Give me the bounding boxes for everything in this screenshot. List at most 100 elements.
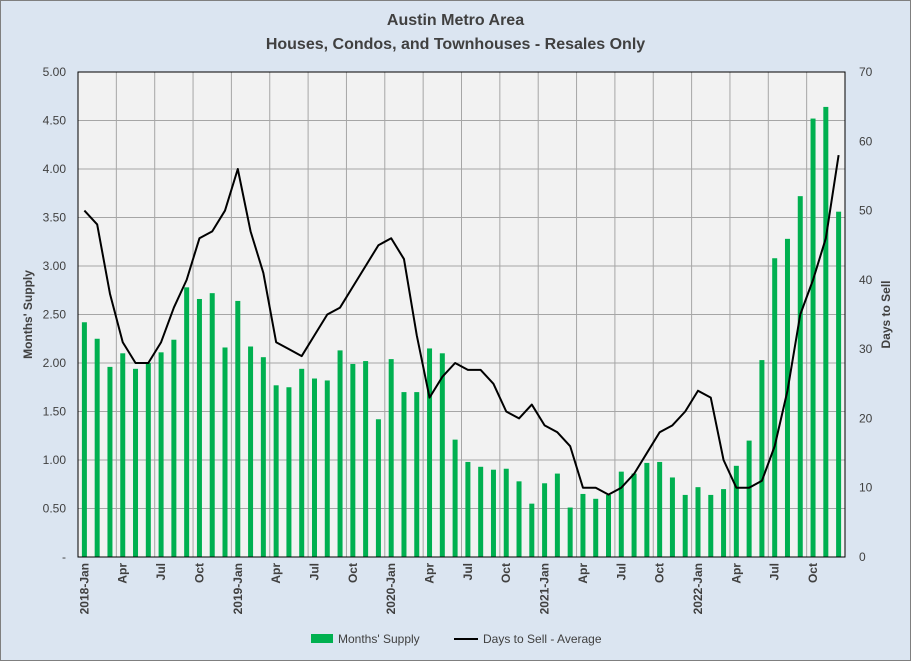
legend-label-days-to-sell: Days to Sell - Average [483,632,602,646]
bar-months-supply [427,348,433,557]
legend-label-months-supply: Months' Supply [338,632,420,646]
x-tick-label: Oct [653,563,667,583]
bar-months-supply [733,465,739,557]
x-tick-label: 2020-Jan [384,563,398,614]
y-tick-label: 4.00 [43,162,67,176]
x-tick-label: Apr [116,563,130,584]
bar-months-supply [516,481,522,557]
plot-border [77,71,846,558]
bar-months-supply [401,392,407,557]
bar-months-supply [133,368,139,557]
y2-tick-label: 40 [859,273,873,287]
bar-months-supply [337,350,343,557]
bar-months-supply [184,287,190,557]
x-tick-label: Apr [729,563,743,584]
bar-months-supply [746,440,752,557]
bar-months-supply [363,361,369,557]
bar-months-supply [299,368,305,557]
bar-months-supply [439,353,445,557]
x-tick-label: 2022-Jan [691,563,705,614]
bar-months-supply [222,347,228,557]
x-tick-label: Jul [614,563,628,580]
bar-months-supply [196,298,202,557]
y-tick-label: 3.00 [43,259,67,273]
bar-months-supply [618,471,624,557]
bar-months-supply [158,352,164,557]
legend-swatch-months-supply [311,634,333,643]
bar-months-supply [708,494,714,557]
bar-months-supply [503,468,509,557]
bar-months-supply [797,196,803,557]
y2-tick-label: 0 [859,550,866,564]
y2-tick-label: 60 [859,134,873,148]
x-tick-label: Apr [269,563,283,584]
bar-months-supply [542,483,548,557]
x-tick-label: Apr [576,563,590,584]
bar-months-supply [145,363,151,557]
x-tick-label: Jul [154,563,168,580]
bar-months-supply [107,366,113,557]
bar-months-supply [490,469,496,557]
y2-tick-label: 10 [859,481,873,495]
bar-months-supply [554,473,560,557]
bar-months-supply [567,507,573,557]
bar-months-supply [810,118,816,557]
bar-months-supply [784,238,790,557]
y-tick-label: 5.00 [43,65,67,79]
bar-months-supply [580,493,586,557]
y2-axis-title: Days to Sell [879,280,893,348]
bar-months-supply [644,462,650,557]
bar-months-supply [414,392,420,557]
x-tick-label: Jul [307,563,321,580]
y2-tick-label: 30 [859,342,873,356]
chart-subtitle: Houses, Condos, and Townhouses - Resales… [265,36,646,53]
y-tick-label: 1.50 [43,405,67,419]
x-tick-label: Oct [806,563,820,583]
y-tick-label: 1.00 [43,453,67,467]
y2-tick-label: 50 [859,204,873,218]
bar-months-supply [836,211,842,557]
y-tick-label: 2.50 [43,308,67,322]
y2-tick-label: 20 [859,411,873,425]
bar-months-supply [260,357,266,557]
bar-months-supply [209,293,215,557]
chart-title: Austin Metro Area [386,12,525,29]
y-tick-label: 0.50 [43,502,67,516]
bar-months-supply [606,494,612,557]
bar-months-supply [465,461,471,557]
bar-months-supply [120,353,126,557]
bar-months-supply [529,503,535,557]
bar-months-supply [235,300,241,557]
bar-months-supply [324,380,330,557]
line-days-to-sell [83,154,840,496]
bar-months-supply [452,439,458,557]
bar-months-supply [350,363,356,557]
bar-months-supply [248,346,254,557]
y2-tick-label: 70 [859,65,873,79]
bar-months-supply [772,258,778,557]
bar-months-supply [669,477,675,557]
y-tick-label: 2.00 [43,356,67,370]
bar-months-supply [311,378,317,557]
bar-months-supply [682,494,688,557]
y-tick-label: - [62,550,66,564]
bar-months-supply [81,322,87,557]
bar-months-supply [273,385,279,557]
x-tick-label: 2021-Jan [538,563,552,614]
x-tick-label: Jul [461,563,475,580]
bar-months-supply [631,473,637,557]
x-tick-label: Oct [346,563,360,583]
bar-months-supply [759,360,765,557]
bar-months-supply [388,359,394,557]
x-tick-label: Apr [423,563,437,584]
y-tick-label: 4.50 [43,114,67,128]
x-tick-label: Oct [192,563,206,583]
bar-months-supply [286,387,292,557]
x-tick-label: Oct [499,563,513,583]
bar-months-supply [695,487,701,557]
bar-months-supply [94,338,100,557]
x-tick-label: 2018-Jan [77,563,91,614]
y-axis-title: Months' Supply [21,270,35,359]
x-tick-label: 2019-Jan [231,563,245,614]
